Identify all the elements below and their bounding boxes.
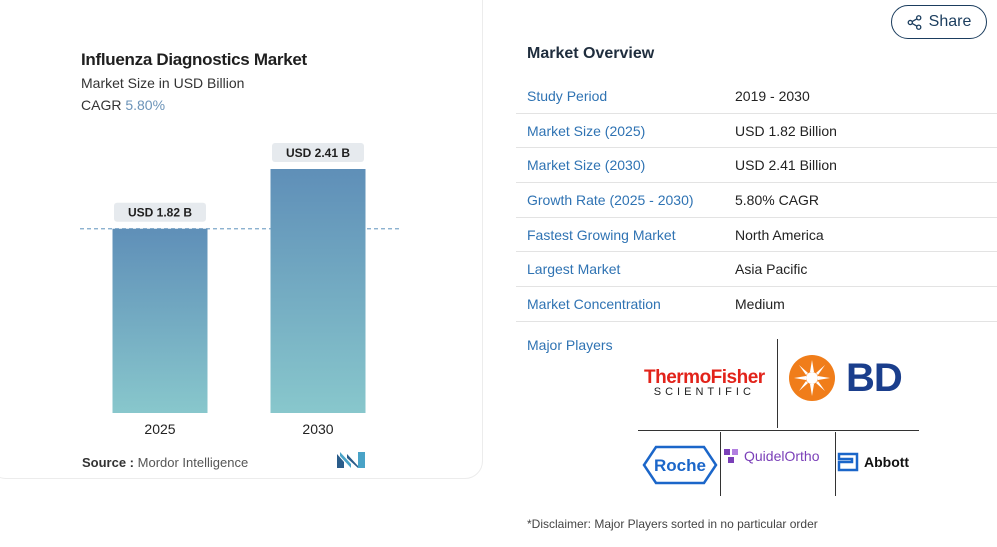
chart-subtitle: Market Size in USD Billion <box>81 75 245 91</box>
major-players-label: Major Players <box>527 337 613 353</box>
disclaimer-note: *Disclaimer: Major Players sorted in no … <box>527 517 818 531</box>
data-label-2030: USD 2.41 B <box>286 146 350 160</box>
overview-row-value: North America <box>735 226 824 243</box>
overview-row-value: Medium <box>735 295 785 312</box>
overview-row-value: USD 2.41 Billion <box>735 157 837 174</box>
cagr-value: 5.80% <box>125 97 166 113</box>
players-grid-vline-right <box>835 432 836 496</box>
overview-row-label: Market Concentration <box>527 295 661 312</box>
overview-row-value: Asia Pacific <box>735 261 808 278</box>
x-tick-2025: 2025 <box>144 421 175 437</box>
overview-row: Market Size (2030) USD 2.41 Billion <box>516 148 997 184</box>
data-label-2025: USD 1.82 B <box>128 206 192 220</box>
bd-logo: BD <box>788 354 903 402</box>
quidel-mark-icon <box>724 449 738 463</box>
bar-chart: USD 1.82 B 2025 USD 2.41 B 2030 <box>80 143 400 437</box>
overview-row: Largest Market Asia Pacific <box>516 252 997 288</box>
share-button[interactable]: Share <box>891 5 987 39</box>
overview-row-value: USD 1.82 Billion <box>735 122 837 139</box>
data-label-bg-2025 <box>114 202 206 222</box>
thermo-fisher-logo: ThermoFisher SCIENTIFIC <box>644 367 765 398</box>
overview-row-label: Growth Rate (2025 - 2030) <box>527 191 694 208</box>
x-tick-2030: 2030 <box>302 421 333 437</box>
quidelortho-text: QuidelOrtho <box>744 448 820 464</box>
overview-title: Market Overview <box>527 45 655 62</box>
overview-row-label: Market Size (2030) <box>527 157 646 174</box>
thermo-fisher-text: ThermoFisher <box>644 367 765 388</box>
abbott-logo: Abbott <box>837 452 909 472</box>
bar-2030 <box>270 169 366 413</box>
bd-text: BD <box>846 355 903 400</box>
source-note: Source : Mordor Intelligence <box>82 455 248 470</box>
mordor-logo-icon <box>337 452 365 468</box>
chart-title: Influenza Diagnostics Market <box>81 50 307 69</box>
overview-row-label: Study Period <box>527 87 608 104</box>
overview-row: Growth Rate (2025 - 2030) 5.80% CAGR <box>516 183 997 218</box>
overview-row-value: 2019 - 2030 <box>735 87 810 104</box>
abbott-text: Abbott <box>864 454 910 470</box>
source-value: Mordor Intelligence <box>137 455 249 470</box>
overview-row-value: 5.80% CAGR <box>735 191 820 208</box>
overview-row-label: Largest Market <box>527 261 621 278</box>
share-icon <box>907 14 922 30</box>
overview-row-label: Market Size (2025) <box>527 122 646 139</box>
abbott-mark-icon <box>837 452 859 472</box>
thermo-scientific-text: SCIENTIFIC <box>653 386 755 398</box>
source-label: Source : <box>82 455 135 470</box>
cagr-label: CAGR <box>81 97 122 113</box>
chart-card <box>0 0 483 479</box>
data-label-bg-2030 <box>272 143 364 162</box>
players-grid-hline <box>638 430 919 431</box>
bd-sunburst-icon <box>789 355 835 401</box>
share-label: Share <box>928 13 972 30</box>
players-grid-vline-top <box>777 339 778 428</box>
overview-row: Market Size (2025) USD 1.82 Billion <box>516 113 997 149</box>
overview-row: Fastest Growing Market North America <box>516 218 997 253</box>
bar-2025 <box>112 228 208 413</box>
roche-logo: Roche <box>642 445 718 485</box>
overview-row-label: Fastest Growing Market <box>527 226 676 243</box>
overview-row: Study Period 2019 - 2030 <box>516 79 997 114</box>
players-grid-vline-left <box>720 432 721 496</box>
overview-row: Market Concentration Medium <box>516 287 997 322</box>
roche-text: Roche <box>654 456 706 475</box>
quidelortho-logo: QuidelOrtho <box>724 448 819 464</box>
overview-table: Study Period 2019 - 2030 Market Size (2025… <box>516 79 997 322</box>
chart-cagr: CAGR 5.80% <box>81 97 165 113</box>
